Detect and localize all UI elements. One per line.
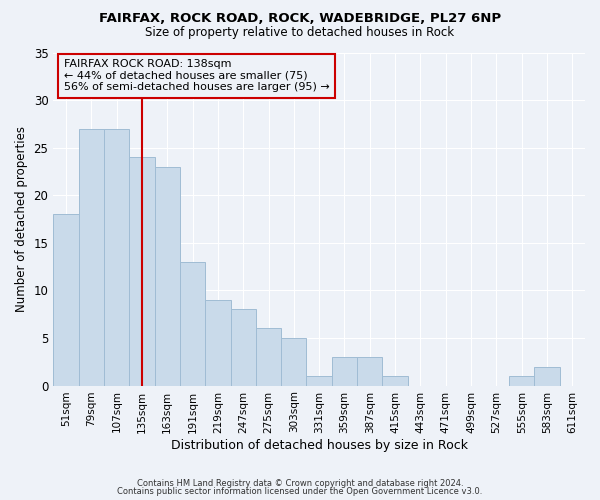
Bar bbox=[104, 128, 129, 386]
Bar bbox=[155, 166, 180, 386]
Bar bbox=[230, 310, 256, 386]
Bar bbox=[332, 357, 357, 386]
Bar bbox=[535, 366, 560, 386]
Bar bbox=[509, 376, 535, 386]
Bar bbox=[180, 262, 205, 386]
Bar bbox=[256, 328, 281, 386]
Bar bbox=[129, 157, 155, 386]
Bar bbox=[53, 214, 79, 386]
Bar bbox=[79, 128, 104, 386]
Bar bbox=[281, 338, 307, 386]
Bar bbox=[357, 357, 382, 386]
Bar bbox=[307, 376, 332, 386]
Bar bbox=[382, 376, 408, 386]
X-axis label: Distribution of detached houses by size in Rock: Distribution of detached houses by size … bbox=[170, 440, 467, 452]
Y-axis label: Number of detached properties: Number of detached properties bbox=[15, 126, 28, 312]
Text: FAIRFAX, ROCK ROAD, ROCK, WADEBRIDGE, PL27 6NP: FAIRFAX, ROCK ROAD, ROCK, WADEBRIDGE, PL… bbox=[99, 12, 501, 26]
Text: FAIRFAX ROCK ROAD: 138sqm
← 44% of detached houses are smaller (75)
56% of semi-: FAIRFAX ROCK ROAD: 138sqm ← 44% of detac… bbox=[64, 59, 329, 92]
Text: Contains HM Land Registry data © Crown copyright and database right 2024.: Contains HM Land Registry data © Crown c… bbox=[137, 478, 463, 488]
Text: Size of property relative to detached houses in Rock: Size of property relative to detached ho… bbox=[145, 26, 455, 39]
Text: Contains public sector information licensed under the Open Government Licence v3: Contains public sector information licen… bbox=[118, 487, 482, 496]
Bar bbox=[205, 300, 230, 386]
